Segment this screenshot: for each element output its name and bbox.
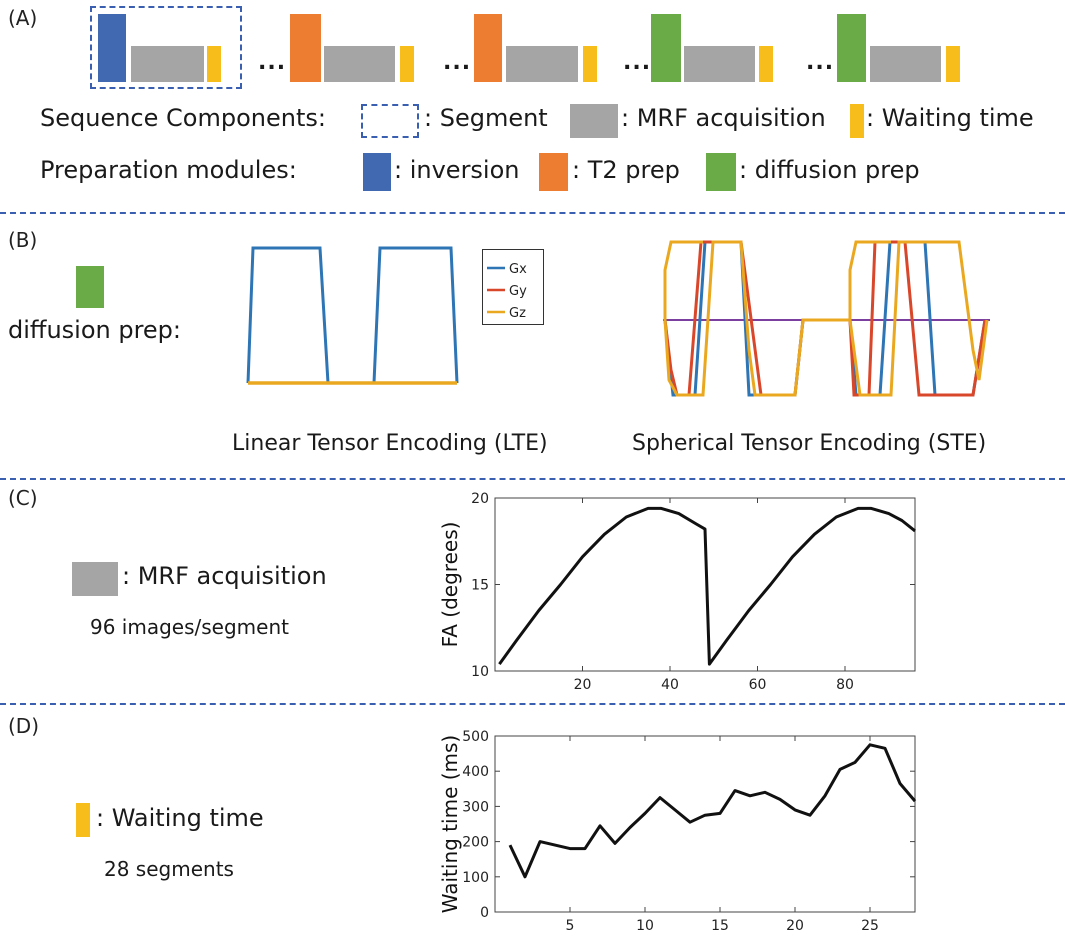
y-axis-label: Waiting time (ms) (440, 735, 462, 914)
diffusion-prep-swatch (76, 266, 104, 308)
t2prep-block (474, 14, 502, 82)
sequence-components-label: Sequence Components: (40, 104, 326, 132)
lte-caption: Linear Tensor Encoding (LTE) (232, 431, 548, 456)
y-tick-label: 15 (471, 578, 489, 594)
t2prep-legend-label: : T2 prep (572, 156, 680, 184)
acquisition-block (870, 46, 941, 82)
gz-legend-label: Gz (509, 306, 526, 321)
acquisition-block (131, 46, 204, 82)
plot-frame (494, 735, 916, 913)
panel-c-label: (C) (8, 486, 38, 510)
ste-gz-rise-trace (663, 240, 703, 320)
x-tick-label: 20 (786, 918, 804, 934)
segment-legend-label: : Segment (424, 104, 548, 132)
waiting-swatch (76, 803, 90, 837)
plot-frame (494, 497, 916, 672)
waiting-label: : Waiting time (96, 804, 264, 832)
acquisition-legend-label: : MRF acquisition (621, 104, 826, 132)
x-tick-label: 40 (661, 677, 679, 693)
images-per-segment-note: 96 images/segment (90, 615, 289, 639)
x-tick-label: 25 (861, 918, 879, 934)
ellipsis: ... (258, 50, 287, 75)
inversion-block (98, 14, 126, 82)
y-tick-label: 500 (462, 729, 489, 745)
y-tick-label: 200 (462, 835, 489, 851)
waiting-legend-label: : Waiting time (866, 104, 1034, 132)
waiting-block (946, 46, 960, 82)
acquisition-block (324, 46, 395, 82)
section-divider (0, 478, 1065, 480)
diffusion-block (837, 14, 866, 82)
preparation-modules-label: Preparation modules: (40, 156, 297, 184)
x-tick-label: 20 (574, 677, 592, 693)
ste-gz-trace (663, 240, 989, 397)
y-tick-label: 10 (471, 664, 489, 680)
segment-outline (90, 6, 242, 89)
ellipsis: ... (443, 50, 472, 75)
section-divider (0, 703, 1065, 705)
t2prep-legend-swatch (539, 153, 568, 191)
y-axis-label: FA (degrees) (440, 522, 462, 648)
y-tick-label: 20 (471, 491, 489, 507)
inversion-legend-label: : inversion (394, 156, 520, 184)
gx-legend-label: Gx (509, 262, 527, 277)
t2prep-block (290, 14, 321, 82)
y-tick-label: 300 (462, 799, 489, 815)
panel-a-label: (A) (8, 6, 38, 30)
acquisition-legend-swatch (570, 104, 618, 138)
acquisition-swatch (72, 562, 118, 596)
ste-waveform (663, 240, 990, 397)
y-tick-label: 0 (480, 905, 489, 921)
diffusion-legend-swatch (706, 153, 736, 191)
waiting-block (400, 46, 414, 82)
segments-note: 28 segments (104, 857, 234, 881)
acquisition-block (506, 46, 578, 82)
ste-caption: Spherical Tensor Encoding (STE) (632, 431, 987, 456)
x-tick-label: 80 (836, 677, 854, 693)
series-line (498, 506, 916, 666)
panel-d-label: (D) (8, 714, 40, 738)
acquisition-block (684, 46, 755, 82)
x-tick-label: 10 (636, 918, 654, 934)
diffusion-legend-label: : diffusion prep (739, 156, 920, 184)
section-divider (0, 212, 1065, 214)
acquisition-label: : MRF acquisition (122, 562, 327, 590)
x-tick-label: 60 (749, 677, 767, 693)
diffusion-block (651, 14, 681, 82)
ellipsis: ... (806, 50, 835, 75)
waiting-block (759, 46, 773, 82)
x-tick-label: 5 (566, 918, 575, 934)
series-line (508, 743, 917, 879)
gy-legend-label: Gy (509, 284, 527, 299)
inversion-legend-swatch (363, 153, 391, 191)
waiting-legend-swatch (850, 104, 864, 138)
panel-b-label: (B) (8, 228, 38, 252)
ellipsis: ... (623, 50, 652, 75)
segment-legend-swatch (361, 104, 419, 138)
waiting-block (207, 46, 221, 82)
lte-waveform (246, 246, 459, 385)
waiting-block (583, 46, 597, 82)
x-tick-label: 15 (711, 918, 729, 934)
diffusion-prep-label: diffusion prep: (8, 316, 182, 344)
fa-chart: 20 40 60 80 10 15 20 FA (degrees) (440, 491, 916, 693)
y-tick-label: 400 (462, 764, 489, 780)
y-tick-label: 100 (462, 870, 489, 886)
gradient-legend: Gx Gy Gz (482, 249, 544, 325)
lte-gx-trace (246, 246, 459, 385)
ste-gz-rise2-trace (848, 240, 891, 320)
